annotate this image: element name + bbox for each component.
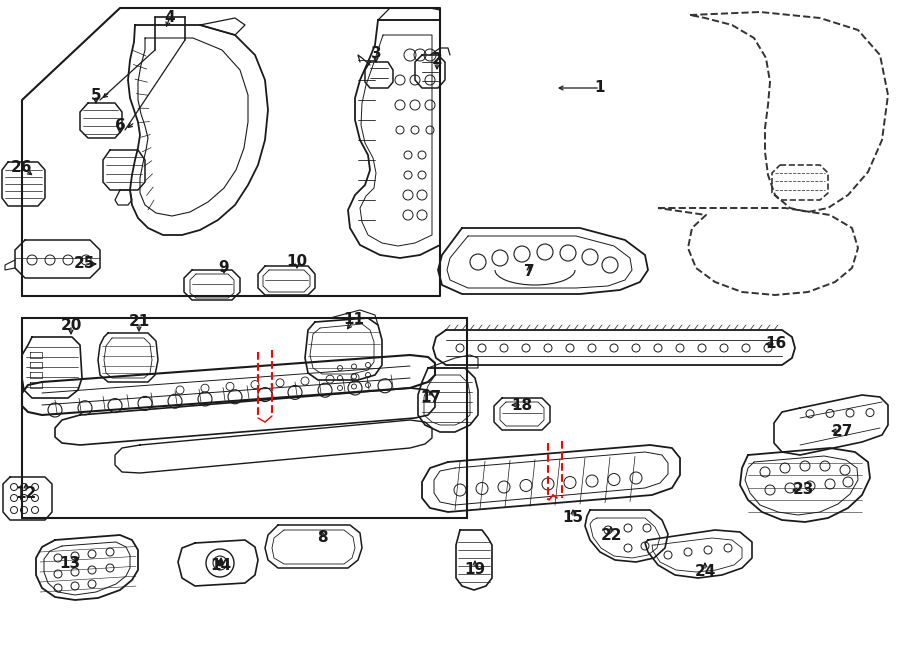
Text: 9: 9 [219,260,230,275]
Text: 15: 15 [562,510,583,526]
Text: 20: 20 [60,318,82,332]
Text: 18: 18 [511,397,533,412]
Circle shape [217,560,223,566]
Text: 2: 2 [432,52,443,66]
Text: 16: 16 [765,336,787,352]
Text: 13: 13 [59,557,81,571]
Text: 6: 6 [114,117,125,132]
Text: 14: 14 [211,559,231,573]
Text: 27: 27 [832,424,852,438]
Text: 21: 21 [129,314,149,330]
Text: 24: 24 [694,563,716,579]
Bar [22,318,467,518]
Text: 5: 5 [91,87,102,103]
Text: 12: 12 [15,485,37,500]
Text: 25: 25 [73,256,94,271]
Text: 4: 4 [165,9,176,24]
Text: 8: 8 [317,530,328,545]
Text: 19: 19 [464,561,486,577]
Text: 10: 10 [286,254,308,269]
Text: 11: 11 [344,312,364,328]
Text: 1: 1 [595,81,605,95]
Text: 7: 7 [524,265,535,279]
Text: 22: 22 [600,528,622,542]
Text: 26: 26 [10,160,32,175]
Text: 17: 17 [420,391,442,406]
Text: 23: 23 [792,483,814,498]
Text: 3: 3 [371,46,382,62]
